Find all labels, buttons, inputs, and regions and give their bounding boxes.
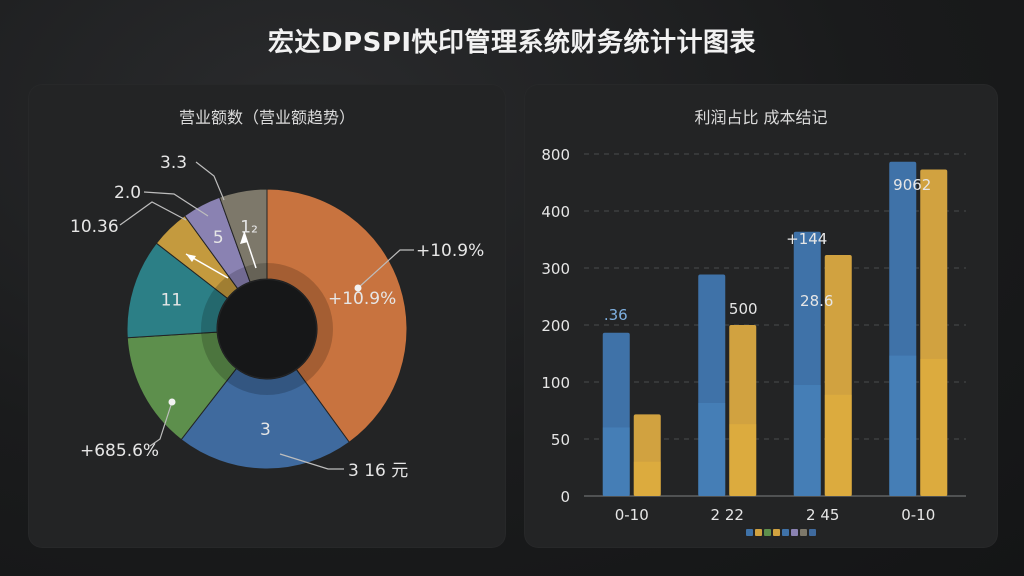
bar (698, 274, 726, 496)
bar-lower-tint (633, 461, 661, 496)
slice-arrow-head (240, 232, 248, 244)
bar (889, 161, 917, 496)
donut-slice (180, 367, 350, 470)
x-tick-label: 2 45 (806, 506, 839, 524)
callout-label: 10.36 (70, 217, 119, 237)
bar-data-label: +144 (786, 230, 827, 248)
y-tick-label: 400 (541, 203, 570, 221)
x-tick-label: 0-10 (901, 506, 935, 524)
donut-slice (266, 188, 408, 443)
bar (824, 255, 852, 496)
bar (729, 325, 757, 496)
bar-lower-tint (889, 355, 917, 496)
bar-lower-tint (729, 424, 757, 496)
bar (633, 414, 661, 496)
profit-panel: 利润占比 成本结记 800 400 300 200 100 50 0 0-10 2 22 2 45… (524, 84, 998, 548)
y-tick-label: 100 (541, 374, 570, 392)
callout-dot (168, 398, 176, 406)
bar-lower-tint (602, 427, 630, 496)
callout-dot (354, 284, 362, 292)
slice-label: +10.9% (328, 289, 396, 309)
callout-line (279, 453, 344, 470)
bar-data-label: 9062 (893, 176, 931, 194)
legend-swatch (800, 529, 807, 536)
slice-label: 11 (161, 291, 183, 311)
bar-lower-tint (920, 358, 948, 496)
donut-slice (126, 331, 238, 441)
x-tick-label: 2 22 (711, 506, 744, 524)
bar-lower-tint (824, 394, 852, 496)
callout-line (143, 191, 209, 217)
legend-swatch (755, 529, 762, 536)
y-tick-label: 0 (560, 488, 570, 506)
slice-arrow-head (186, 254, 196, 262)
callout-line (195, 161, 225, 201)
callout-label: 3.3 (160, 153, 187, 173)
bar (920, 169, 948, 496)
callout-label: +685.6% (80, 441, 159, 461)
bar-lower-tint (698, 402, 726, 496)
legend-swatch (773, 529, 780, 536)
bar (793, 231, 821, 496)
callout-label: +10.9% (416, 241, 484, 261)
bar-lower-tint (793, 385, 821, 496)
legend-swatch (791, 529, 798, 536)
donut-chart: +10.9% 3 11 5 1₂ +10.9% 3 16 元 +685.6% 10.36 2.0 3… (70, 153, 484, 481)
slice-label: 5 (213, 228, 224, 248)
page-title: 宏达DPSPI快印管理系统财务统计计图表 (267, 28, 757, 58)
y-tick-label: 300 (541, 260, 570, 278)
legend-swatch (782, 529, 789, 536)
bar-data-label: 28.6 (800, 292, 833, 310)
bar-data-label: .36 (604, 306, 628, 324)
bar-chart-title: 利润占比 成本结记 (694, 108, 828, 127)
legend-swatch (809, 529, 816, 536)
slice-label: 1₂ (240, 218, 258, 238)
callout-label: 2.0 (114, 183, 141, 203)
bar-data-label: 500 (729, 300, 758, 318)
legend-swatch (764, 529, 771, 536)
donut-hole (218, 280, 316, 378)
y-tick-label: 50 (551, 431, 570, 449)
bar (602, 332, 630, 496)
callout-line (119, 201, 187, 226)
donut-chart-title: 营业额数（营业额趋势） (178, 108, 355, 127)
slice-label: 3 (260, 420, 271, 440)
y-tick-label: 200 (541, 317, 570, 335)
y-tick-label: 800 (541, 146, 570, 164)
donut-inner-shadow (201, 263, 333, 395)
legend-swatch (746, 529, 753, 536)
callout-line (357, 249, 414, 289)
callout-label: 3 16 元 (348, 461, 408, 481)
x-tick-label: 0-10 (615, 506, 649, 524)
revenue-panel: 营业额数（营业额趋势） +10.9% 3 11 5 1₂ +10.9% 3 16 元 +685… (28, 84, 506, 548)
callout-line (149, 401, 173, 447)
